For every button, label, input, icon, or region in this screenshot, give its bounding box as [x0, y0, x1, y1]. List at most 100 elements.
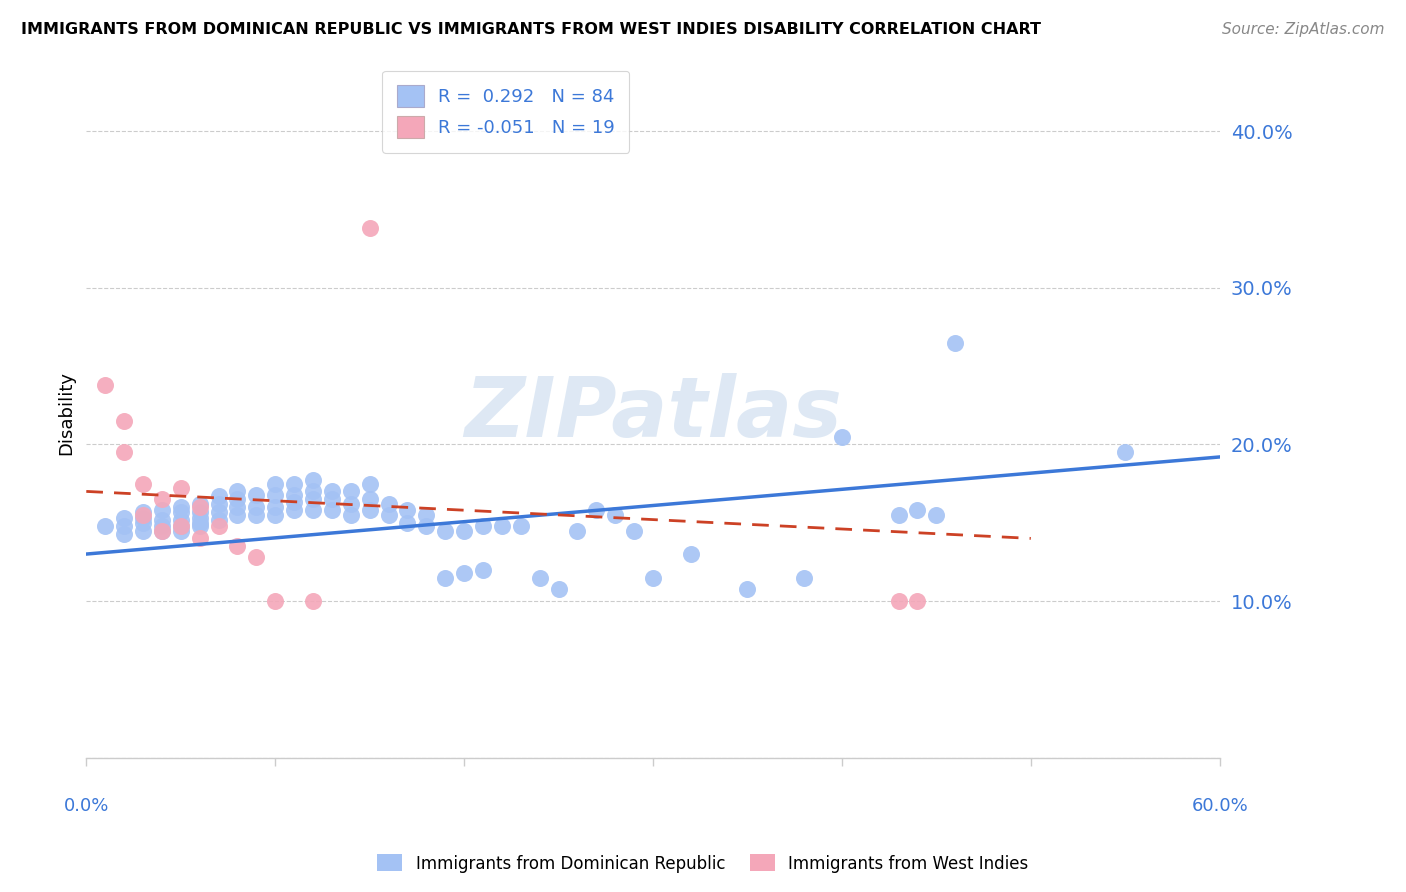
- Point: [831, 429, 853, 443]
- Point: [170, 505, 193, 519]
- Y-axis label: Disability: Disability: [58, 371, 75, 455]
- Point: [509, 519, 531, 533]
- Point: [321, 492, 343, 507]
- Point: [112, 511, 135, 525]
- Point: [188, 511, 211, 525]
- Point: [359, 503, 381, 517]
- Point: [150, 524, 173, 538]
- Point: [245, 500, 267, 514]
- Point: [453, 566, 475, 580]
- Point: [302, 503, 325, 517]
- Point: [132, 476, 155, 491]
- Point: [359, 476, 381, 491]
- Point: [112, 414, 135, 428]
- Point: [264, 500, 287, 514]
- Text: 60.0%: 60.0%: [1191, 797, 1249, 814]
- Point: [188, 505, 211, 519]
- Point: [377, 497, 399, 511]
- Point: [207, 505, 229, 519]
- Point: [170, 481, 193, 495]
- Point: [321, 484, 343, 499]
- Point: [907, 503, 929, 517]
- Point: [207, 497, 229, 511]
- Point: [943, 335, 966, 350]
- Point: [737, 582, 759, 596]
- Point: [112, 519, 135, 533]
- Point: [188, 516, 211, 530]
- Point: [925, 508, 948, 522]
- Point: [339, 508, 361, 522]
- Point: [359, 492, 381, 507]
- Point: [453, 524, 475, 538]
- Point: [245, 487, 267, 501]
- Text: IMMIGRANTS FROM DOMINICAN REPUBLIC VS IMMIGRANTS FROM WEST INDIES DISABILITY COR: IMMIGRANTS FROM DOMINICAN REPUBLIC VS IM…: [21, 22, 1040, 37]
- Point: [132, 516, 155, 530]
- Point: [188, 519, 211, 533]
- Point: [132, 508, 155, 522]
- Point: [207, 513, 229, 527]
- Point: [641, 570, 664, 584]
- Point: [245, 550, 267, 565]
- Point: [150, 519, 173, 533]
- Point: [226, 492, 249, 507]
- Point: [302, 594, 325, 608]
- Point: [264, 508, 287, 522]
- Point: [264, 487, 287, 501]
- Point: [283, 487, 305, 501]
- Point: [585, 503, 607, 517]
- Point: [150, 492, 173, 507]
- Point: [679, 547, 702, 561]
- Point: [491, 519, 513, 533]
- Point: [132, 524, 155, 538]
- Legend: Immigrants from Dominican Republic, Immigrants from West Indies: Immigrants from Dominican Republic, Immi…: [371, 847, 1035, 880]
- Point: [188, 497, 211, 511]
- Point: [567, 524, 589, 538]
- Point: [245, 508, 267, 522]
- Point: [415, 508, 437, 522]
- Point: [132, 511, 155, 525]
- Point: [472, 563, 495, 577]
- Point: [283, 476, 305, 491]
- Point: [434, 570, 457, 584]
- Text: 0.0%: 0.0%: [63, 797, 110, 814]
- Point: [188, 500, 211, 514]
- Point: [170, 519, 193, 533]
- Point: [150, 513, 173, 527]
- Point: [434, 524, 457, 538]
- Point: [264, 476, 287, 491]
- Point: [226, 539, 249, 553]
- Point: [283, 495, 305, 509]
- Point: [547, 582, 569, 596]
- Point: [302, 484, 325, 499]
- Point: [112, 445, 135, 459]
- Text: Source: ZipAtlas.com: Source: ZipAtlas.com: [1222, 22, 1385, 37]
- Point: [170, 524, 193, 538]
- Point: [302, 474, 325, 488]
- Point: [529, 570, 551, 584]
- Point: [415, 519, 437, 533]
- Point: [94, 519, 117, 533]
- Point: [377, 508, 399, 522]
- Legend: R =  0.292   N = 84, R = -0.051   N = 19: R = 0.292 N = 84, R = -0.051 N = 19: [382, 70, 630, 153]
- Point: [283, 503, 305, 517]
- Point: [170, 500, 193, 514]
- Point: [321, 503, 343, 517]
- Point: [226, 500, 249, 514]
- Point: [339, 497, 361, 511]
- Point: [226, 484, 249, 499]
- Point: [1114, 445, 1136, 459]
- Point: [472, 519, 495, 533]
- Point: [170, 519, 193, 533]
- Point: [132, 505, 155, 519]
- Point: [396, 516, 419, 530]
- Point: [623, 524, 645, 538]
- Point: [339, 484, 361, 499]
- Point: [396, 503, 419, 517]
- Point: [359, 221, 381, 235]
- Point: [302, 492, 325, 507]
- Point: [94, 378, 117, 392]
- Point: [112, 526, 135, 541]
- Point: [887, 508, 910, 522]
- Point: [188, 532, 211, 546]
- Point: [264, 594, 287, 608]
